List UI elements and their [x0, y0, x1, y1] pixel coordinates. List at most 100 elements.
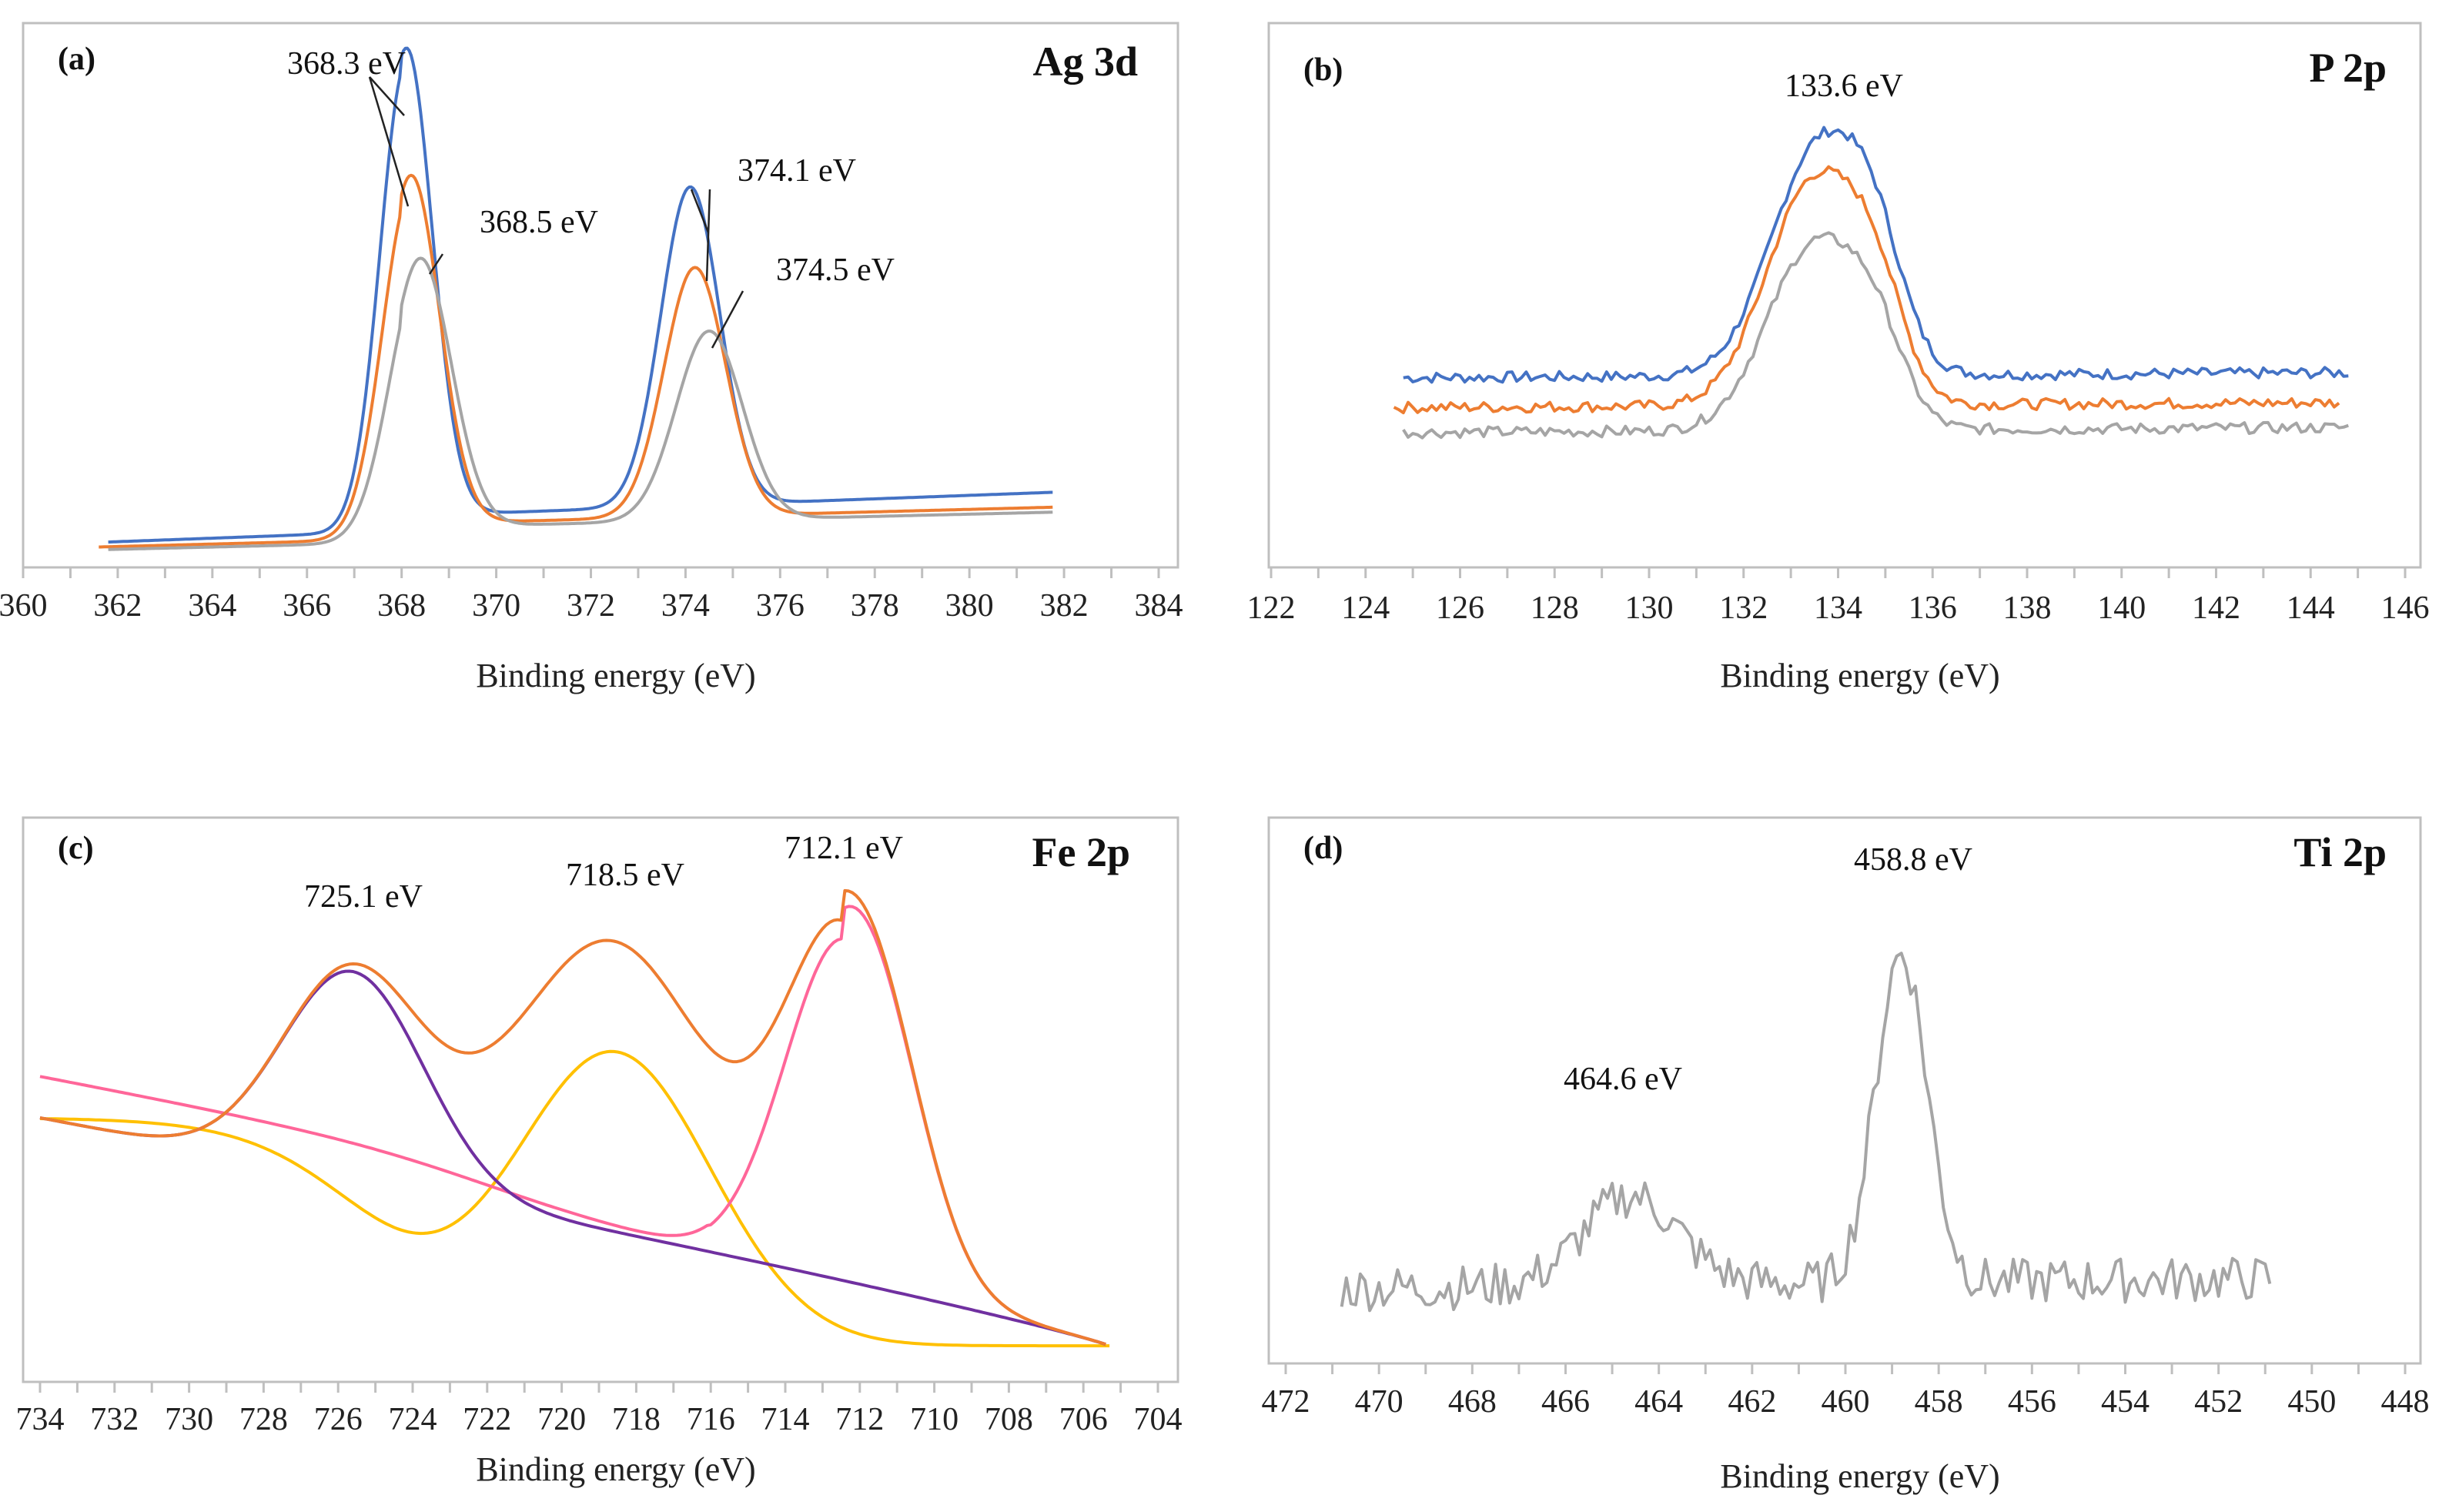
series-line-blue	[1403, 125, 2349, 384]
x-tick-label: 456	[2008, 1384, 2056, 1420]
x-tick-label: 462	[1728, 1384, 1776, 1420]
peak-annotation: 712.1 eV	[785, 831, 903, 866]
x-tick-label: 466	[1541, 1384, 1590, 1420]
annotation-leader	[369, 76, 405, 116]
x-tick-label: 138	[2003, 590, 2052, 626]
x-tick-label: 122	[1247, 590, 1296, 626]
x-axis-title: Binding energy (eV)	[476, 1450, 755, 1488]
x-axis-title: Binding energy (eV)	[476, 657, 755, 694]
x-tick-label: 144	[2287, 590, 2335, 626]
x-tick-label: 126	[1436, 590, 1484, 626]
x-tick-label: 724	[389, 1402, 437, 1437]
x-tick-label: 454	[2101, 1384, 2150, 1420]
x-tick-label: 452	[2194, 1384, 2243, 1420]
panel-title: Ti 2p	[2293, 829, 2387, 875]
x-tick-label: 720	[537, 1402, 586, 1437]
x-tick-label: 470	[1355, 1384, 1403, 1420]
panel-label: (d)	[1303, 831, 1343, 866]
x-tick-label: 378	[851, 588, 899, 624]
plot-frame	[22, 22, 1179, 569]
plot-frame	[1267, 816, 2422, 1365]
peak-annotation: 725.1 eV	[304, 879, 423, 915]
x-tick-label: 370	[472, 588, 520, 624]
series-line-orange	[99, 173, 1053, 549]
x-tick-label: 728	[239, 1402, 288, 1437]
series-line-yellow	[39, 1049, 1110, 1348]
x-tick-label: 706	[1059, 1402, 1108, 1437]
x-tick-label: 464	[1634, 1384, 1683, 1420]
series-line-purple	[39, 969, 1106, 1346]
x-tick-label: 734	[16, 1402, 65, 1437]
series-line-gray	[108, 256, 1053, 551]
x-tick-label: 130	[1625, 590, 1674, 626]
x-tick-label: 140	[2097, 590, 2146, 626]
annotation-leader	[711, 290, 744, 349]
x-tick-label: 380	[945, 588, 994, 624]
annotation-leader	[705, 189, 711, 282]
peak-annotation: 464.6 eV	[1564, 1062, 1682, 1097]
x-tick-label: 132	[1719, 590, 1768, 626]
plot-frame	[1267, 22, 2422, 569]
x-tick-label: 372	[567, 588, 615, 624]
x-tick-label: 718	[612, 1402, 661, 1437]
chart-panel-1: 360 362 364 366 368 370 372 374 376 378 380 382 384 B…	[0, 22, 1183, 694]
x-tick-label: 146	[2381, 590, 2430, 626]
peak-annotation: 368.3 eV	[287, 46, 406, 82]
x-tick-label: 450	[2287, 1384, 2336, 1420]
annotation-leader	[368, 76, 410, 207]
peak-annotation: 368.5 eV	[480, 205, 598, 240]
chart-panel-2: 122 124 126 128 130 132 134 136 138 140 142 144 146 B…	[1247, 22, 2430, 694]
panel-label: (a)	[58, 42, 95, 77]
x-tick-label: 382	[1040, 588, 1089, 624]
chart-panel-3: 734 732 730 728 726 724 722 720 718 716 714 712 710 7…	[16, 816, 1183, 1488]
x-tick-label: 460	[1822, 1384, 1870, 1420]
series-line-ti2p	[1340, 952, 2272, 1313]
x-tick-label: 366	[283, 588, 331, 624]
x-tick-label: 374	[661, 588, 710, 624]
panel-title: P 2p	[2309, 45, 2387, 91]
peak-annotation: 718.5 eV	[566, 858, 684, 893]
x-tick-label: 472	[1262, 1384, 1310, 1420]
chart-panel-4: 472 470 468 466 464 462 460 458 456 454 452 450 448 B…	[1262, 816, 2430, 1495]
x-tick-label: 364	[188, 588, 236, 624]
series-line-blue	[108, 46, 1053, 544]
series-line-envelope	[39, 888, 1106, 1346]
x-tick-label: 368	[377, 588, 426, 624]
peak-annotation: 458.8 eV	[1854, 842, 1972, 878]
x-tick-label: 468	[1448, 1384, 1497, 1420]
panel-label: (c)	[58, 831, 94, 866]
x-tick-label: 142	[2192, 590, 2240, 626]
x-axis-title: Binding energy (eV)	[1720, 657, 1999, 694]
x-tick-label: 376	[756, 588, 805, 624]
x-tick-label: 716	[687, 1402, 735, 1437]
x-tick-label: 722	[463, 1402, 511, 1437]
annotation-leader	[690, 189, 710, 233]
x-tick-label: 360	[0, 588, 48, 624]
series-line-gray	[1402, 231, 2349, 440]
x-tick-label: 714	[761, 1402, 810, 1437]
peak-annotation: 374.1 eV	[738, 153, 856, 189]
x-tick-label: 134	[1814, 590, 1862, 626]
annotation-leader	[428, 253, 444, 275]
x-tick-label: 124	[1341, 590, 1390, 626]
x-tick-label: 708	[985, 1402, 1033, 1437]
panel-label: (b)	[1303, 52, 1343, 88]
x-tick-label: 732	[90, 1402, 139, 1437]
series-line-orange	[1393, 165, 2340, 415]
x-tick-label: 448	[2381, 1384, 2430, 1420]
x-tick-label: 136	[1909, 590, 1957, 626]
x-tick-label: 362	[93, 588, 142, 624]
panel-title: Ag 3d	[1032, 38, 1138, 85]
x-tick-label: 384	[1135, 588, 1183, 624]
series-line-pink	[39, 905, 1106, 1346]
x-tick-label: 128	[1531, 590, 1579, 626]
x-axis-title: Binding energy (eV)	[1720, 1457, 1999, 1495]
panel-title: Fe 2p	[1032, 829, 1131, 875]
x-tick-label: 458	[1915, 1384, 1963, 1420]
x-tick-label: 712	[835, 1402, 884, 1437]
x-tick-label: 710	[910, 1402, 959, 1437]
x-tick-label: 704	[1134, 1402, 1183, 1437]
peak-annotation: 133.6 eV	[1785, 69, 1903, 104]
plot-frame	[22, 816, 1179, 1383]
